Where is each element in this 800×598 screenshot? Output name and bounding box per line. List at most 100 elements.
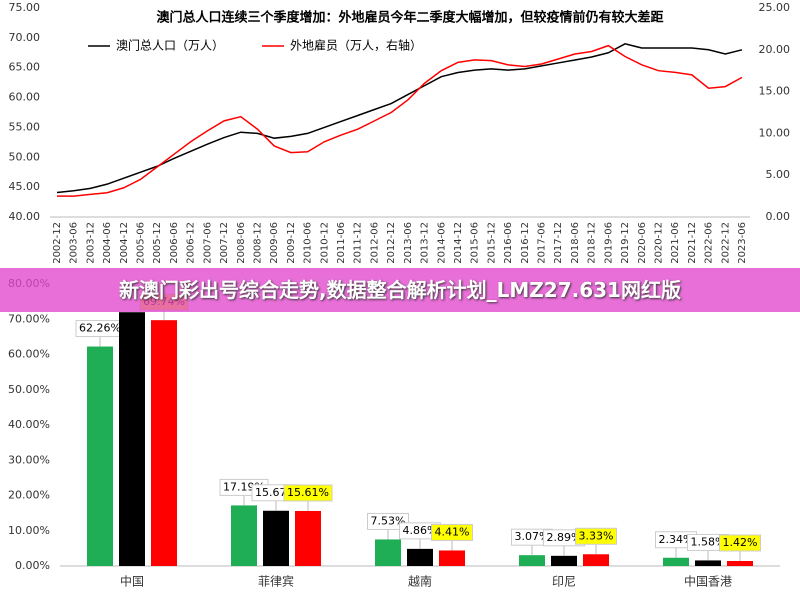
data-label: 62.26% (79, 322, 121, 335)
y-tick-label: 60.00% (8, 348, 50, 361)
y2-tick-label: 0.00 (766, 210, 791, 223)
bar (295, 510, 321, 566)
x-tick-label: 2011-06 (336, 222, 347, 264)
data-label: 15.61% (287, 486, 329, 499)
x-tick-label: 2012-12 (386, 222, 397, 264)
bar (551, 555, 577, 566)
x-tick-label: 2015-06 (470, 222, 481, 264)
x-tick-label: 2017-12 (553, 222, 564, 264)
bar (151, 320, 177, 566)
y-tick-label: 70.00% (8, 312, 50, 325)
label-box (283, 484, 333, 502)
x-tick-label: 中国 (120, 574, 144, 589)
x-tick-label: 2014-06 (436, 222, 447, 264)
x-tick-label: 2015-12 (486, 222, 497, 264)
line-series (56, 43, 743, 194)
x-tick-label: 2006-06 (169, 222, 180, 264)
x-tick-label: 2021-12 (687, 222, 698, 264)
x-tick-label: 2003-06 (69, 222, 80, 264)
x-tick-label: 2008-06 (236, 222, 247, 264)
bar (727, 560, 753, 566)
x-tick-label: 2006-12 (186, 222, 197, 264)
x-tick-label: 2014-12 (453, 222, 464, 264)
x-tick-label: 2010-12 (319, 222, 330, 264)
bar (263, 510, 289, 566)
data-label: 1.42% (723, 536, 758, 549)
y2-tick-label: 10.00 (759, 126, 791, 139)
x-tick-label: 2010-06 (303, 222, 314, 264)
x-tick-label: 2007-12 (219, 222, 230, 264)
bar (695, 560, 721, 566)
x-tick-label: 2009-06 (269, 222, 280, 264)
data-label: 4.41% (435, 525, 470, 538)
legend-label: 外地雇员（万人，右轴） (290, 38, 422, 53)
y-tick-label: 40.00% (8, 418, 50, 431)
x-tick-label: 2023-06 (737, 222, 748, 264)
data-label: 4.86% (403, 524, 438, 537)
data-label: 2.89% (547, 531, 582, 544)
x-tick-label: 2004-06 (102, 222, 113, 264)
x-tick-label: 2019-06 (603, 222, 614, 264)
legend-label: 澳门总人口（万人） (116, 38, 224, 53)
bar (407, 548, 433, 566)
x-tick-label: 2022-06 (704, 222, 715, 264)
x-tick-label: 2009-12 (286, 222, 297, 264)
label-box (575, 527, 617, 545)
bar (119, 312, 145, 566)
x-tick-label: 中国香港 (684, 574, 732, 589)
bar (87, 346, 113, 566)
bar (519, 555, 545, 566)
x-tick-label: 2005-12 (152, 222, 163, 264)
x-tick-label: 菲律宾 (258, 574, 294, 589)
data-label: 3.33% (579, 529, 614, 542)
chart-1-bg (0, 0, 800, 265)
x-tick-label: 2013-06 (403, 222, 414, 264)
label-box (367, 512, 409, 530)
x-tick-label: 2004-12 (119, 222, 130, 264)
y-tick-label: 0.00% (15, 559, 50, 572)
x-tick-label: 2020-06 (637, 222, 648, 264)
x-tick-label: 2013-12 (420, 222, 431, 264)
y2-tick-label: 15.00 (759, 85, 791, 98)
bar (375, 539, 401, 566)
bar (231, 505, 257, 566)
y-tick-label: 20.00% (8, 489, 50, 502)
data-label: 7.53% (371, 514, 406, 527)
label-box (719, 534, 761, 552)
x-tick-label: 2011-12 (353, 222, 364, 264)
x-tick-label: 2022-12 (720, 222, 731, 264)
y-tick-label: 50.00% (8, 383, 50, 396)
x-tick-label: 2018-06 (570, 222, 581, 264)
x-tick-label: 2016-06 (503, 222, 514, 264)
x-tick-label: 2007-06 (202, 222, 213, 264)
x-tick-label: 2005-06 (136, 222, 147, 264)
y-tick-label: 10.00% (8, 524, 50, 537)
y-tick-label: 30.00% (8, 453, 50, 466)
x-tick-label: 2012-06 (369, 222, 380, 264)
data-label: 3.07% (515, 530, 550, 543)
x-tick-label: 印尼 (552, 575, 576, 589)
y2-tick-label: 25.00 (759, 1, 791, 14)
x-tick-label: 2017-06 (537, 222, 548, 264)
y-tick-label: 40.00 (9, 210, 41, 223)
label-box (431, 523, 473, 541)
y-tick-label: 65.00 (9, 61, 41, 74)
y2-tick-label: 5.00 (766, 168, 791, 181)
x-tick-label: 2008-12 (252, 222, 263, 264)
banner: 新澳门彩出号综合走势,数据整合解析计划_LMZ27.631网红版 (0, 268, 800, 312)
y-tick-label: 75.00 (9, 1, 41, 14)
data-label: 2.34% (659, 533, 694, 546)
x-tick-label: 2016-12 (520, 222, 531, 264)
y-tick-label: 55.00 (9, 120, 41, 133)
y-tick-label: 70.00 (9, 31, 41, 44)
y-tick-label: 45.00 (9, 180, 41, 193)
x-tick-label: 2019-12 (620, 222, 631, 264)
y-tick-label: 60.00 (9, 91, 41, 104)
data-label: 1.58% (691, 535, 726, 548)
bar (663, 557, 689, 566)
x-tick-label: 2020-12 (653, 222, 664, 264)
y2-tick-label: 20.00 (759, 43, 791, 56)
x-tick-label: 2021-06 (670, 222, 681, 264)
